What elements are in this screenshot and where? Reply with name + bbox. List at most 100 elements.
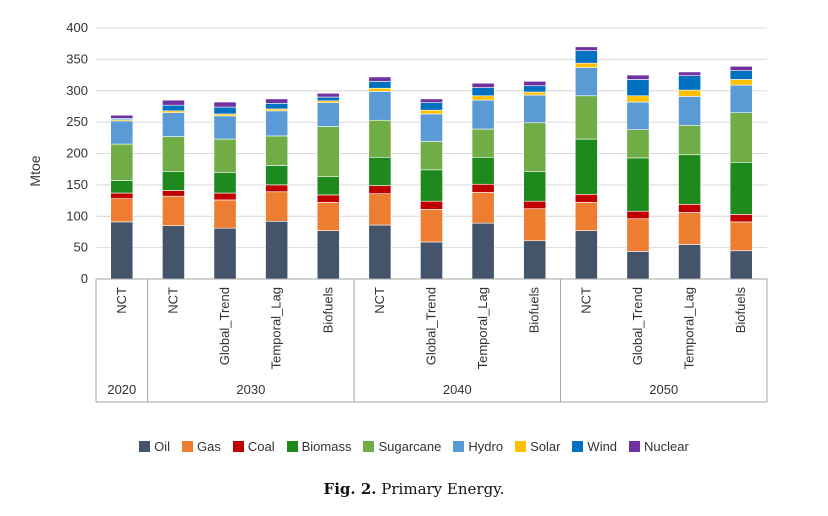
caption-label: Fig. 2. xyxy=(323,480,377,498)
bar-segment-nuclear xyxy=(110,114,134,119)
y-tick-label: 400 xyxy=(66,20,88,35)
bar-segment-nuclear xyxy=(523,81,547,87)
group-label: 2040 xyxy=(443,382,472,397)
bar-segment-coal xyxy=(523,200,547,210)
bar-segment-nuclear xyxy=(471,82,495,88)
bar-segment-coal xyxy=(420,200,443,210)
bar-segment-solar xyxy=(574,62,598,68)
legend-item-biomass: Biomass xyxy=(286,439,351,454)
x-tick-label: Temporal_Lag xyxy=(269,287,284,369)
bar-segment-wind xyxy=(265,103,289,110)
group-label: 2020 xyxy=(107,382,136,397)
legend-item-hydro: Hydro xyxy=(453,439,503,454)
bar-segment-wind xyxy=(574,50,598,64)
bar-segment-nuclear xyxy=(213,101,237,108)
bar-segment-solar xyxy=(626,95,650,103)
legend-item-oil: Oil xyxy=(139,439,170,454)
bar-segment-coal xyxy=(574,193,598,203)
bar-segment-oil xyxy=(265,220,289,280)
x-tick-label: NCT xyxy=(114,287,129,314)
x-tick-label: NCT xyxy=(372,287,387,314)
bar-segment-coal xyxy=(110,192,134,199)
bar-segment-biomass xyxy=(162,171,185,191)
bar-segment-wind xyxy=(162,104,185,112)
bar-segment-biomass xyxy=(368,156,392,186)
y-tick-label: 0 xyxy=(81,271,88,286)
bar-segment-gas xyxy=(574,202,598,231)
y-tick-label: 100 xyxy=(66,208,88,223)
legend-swatch xyxy=(515,441,527,452)
legend-swatch xyxy=(363,441,375,452)
x-tick-label: Temporal_Lag xyxy=(682,287,697,369)
bar-segment-hydro xyxy=(316,102,340,127)
x-tick-label: Global_Trend xyxy=(217,287,232,365)
bar-segment-wind xyxy=(523,85,547,93)
x-tick-label: NCT xyxy=(165,287,180,314)
bar-segment-gas xyxy=(523,208,547,242)
bar-segment-sugarcane xyxy=(265,135,289,166)
legend-swatch xyxy=(139,441,151,452)
legend-item-wind: Wind xyxy=(572,439,617,454)
legend-label: Oil xyxy=(154,439,171,454)
y-tick-label: 300 xyxy=(66,83,88,98)
bar-segment-sugarcane xyxy=(523,122,547,172)
bar-segment-gas xyxy=(471,192,495,224)
bar-segment-sugarcane xyxy=(471,128,495,158)
bar-segment-coal xyxy=(316,194,340,203)
bar-segment-gas xyxy=(316,202,340,231)
bar-segment-coal xyxy=(213,192,237,201)
bar-segment-sugarcane xyxy=(678,124,701,156)
bar-segment-sugarcane xyxy=(729,112,753,163)
primary-energy-chart: 0 50 100 150 200 250 300 350 400 NCT NCT Global_Tr… xyxy=(27,20,768,403)
legend-item-gas: Gas xyxy=(182,439,221,454)
bar-segment-nuclear xyxy=(265,98,289,104)
bar-segment-wind xyxy=(368,81,392,89)
legend-swatch xyxy=(572,441,584,452)
legend: Oil Gas Coal Biomass Sugarcane Hydro Solar Wind… xyxy=(0,439,828,454)
bar-segment-coal xyxy=(626,210,650,220)
bar-segment-oil xyxy=(420,241,443,280)
y-tick-label: 350 xyxy=(66,51,88,66)
legend-item-nuclear: Nuclear xyxy=(629,439,689,454)
bar-segment-solar xyxy=(729,79,753,86)
x-tick-label: Biofuels xyxy=(320,287,335,334)
bar-segment-sugarcane xyxy=(110,143,134,181)
bar-segment-solar xyxy=(420,109,443,115)
legend-swatch xyxy=(286,441,298,452)
bar-segment-nuclear xyxy=(574,46,598,51)
x-tick-label: Global_Trend xyxy=(424,287,439,365)
bar-segment-oil xyxy=(626,251,650,280)
bar-segment-nuclear xyxy=(626,74,650,80)
bar-segment-hydro xyxy=(626,101,650,130)
legend-label: Sugarcane xyxy=(378,439,442,454)
bar-segment-hydro xyxy=(368,91,392,121)
group-label: 2030 xyxy=(236,382,265,397)
bar-segment-sugarcane xyxy=(316,126,340,178)
bar-segment-oil xyxy=(316,230,340,280)
legend-swatch xyxy=(629,441,641,452)
bar-segment-hydro xyxy=(729,84,753,114)
x-tick-label: Biofuels xyxy=(733,287,748,334)
legend-swatch xyxy=(453,441,465,452)
bar-segment-wind xyxy=(213,106,237,115)
bar-segment-biomass xyxy=(316,176,340,196)
legend-label: Coal xyxy=(247,439,275,454)
bar-segment-coal xyxy=(162,190,185,197)
bar-segment-hydro xyxy=(265,110,289,137)
y-tick-label: 150 xyxy=(66,177,88,192)
bar-segment-sugarcane xyxy=(626,129,650,159)
legend-swatch xyxy=(232,441,244,452)
bar-segment-oil xyxy=(729,250,753,280)
bar-segment-coal xyxy=(729,214,753,223)
bar-segment-sugarcane xyxy=(213,138,237,173)
legend-label: Solar xyxy=(530,439,561,454)
legend-label: Wind xyxy=(587,439,618,454)
bar-segment-sugarcane xyxy=(574,95,598,140)
bars xyxy=(110,46,753,280)
caption-text: Primary Energy. xyxy=(381,480,505,498)
bar-segment-hydro xyxy=(678,96,701,126)
bar-segment-nuclear xyxy=(678,71,701,76)
bar-segment-oil xyxy=(368,224,392,280)
bar-segment-nuclear xyxy=(316,92,340,98)
bar-segment-solar xyxy=(368,87,392,92)
